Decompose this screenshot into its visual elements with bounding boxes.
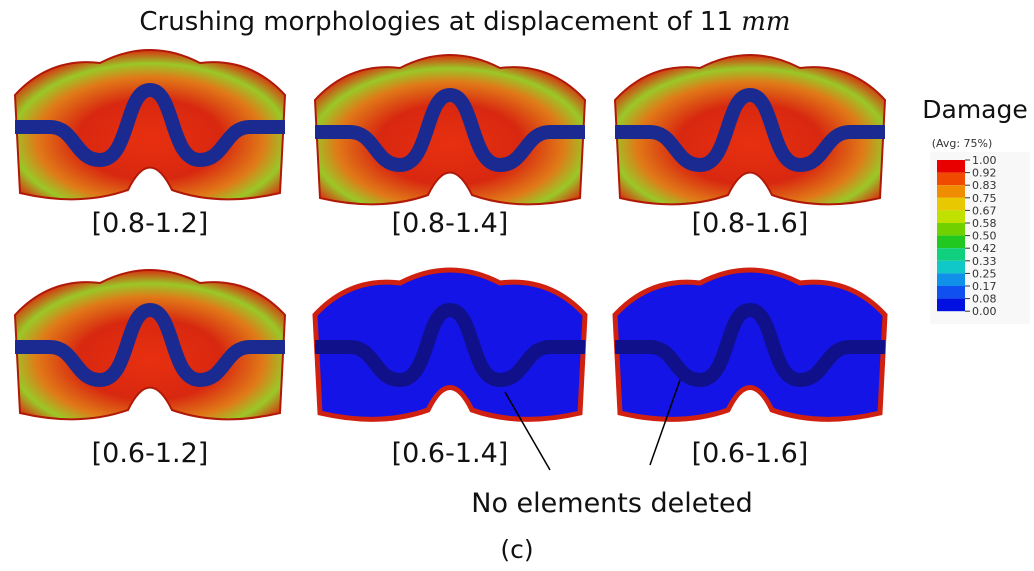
color-band xyxy=(937,248,965,261)
legend-label: 0.58 xyxy=(972,217,997,230)
panels: [0.8-1.2] [0.8-1.4] [0.8-1.6] [0.6-1.2] [0.6… xyxy=(13,49,888,469)
panel-label: [0.8-1.2] xyxy=(92,208,209,239)
color-band xyxy=(937,286,965,299)
color-band xyxy=(937,235,965,249)
tube-body xyxy=(313,54,587,206)
legend-label: 0.25 xyxy=(972,267,997,280)
color-band xyxy=(937,185,965,198)
title-text: Crushing morphologies at displacement of… xyxy=(139,7,733,37)
color-band xyxy=(937,210,965,223)
legend-title: Damage xyxy=(922,95,1028,124)
indenter xyxy=(15,302,285,388)
indenter xyxy=(615,87,885,173)
panel-label: [0.6-1.6] xyxy=(692,438,809,469)
color-band xyxy=(937,160,965,173)
color-band xyxy=(937,260,965,274)
color-band xyxy=(937,197,965,211)
legend-label: 0.08 xyxy=(972,293,997,306)
panel-label: [0.6-1.2] xyxy=(92,438,209,469)
pointer-line xyxy=(649,379,681,466)
legend-label: 0.33 xyxy=(972,255,997,268)
morphology: [0.8-1.2] xyxy=(13,49,287,239)
morphology: [0.6-1.4] xyxy=(312,267,588,469)
caption: (c) xyxy=(500,535,533,564)
color-band xyxy=(937,298,965,312)
legend-label: 0.00 xyxy=(972,305,997,318)
legend-label: 1.00 xyxy=(972,154,997,167)
annotation: No elements deleted xyxy=(471,488,752,519)
color-band xyxy=(937,273,965,286)
legend: Damage (Avg: 75%) 1.000.920.830.750.670.… xyxy=(922,95,1030,324)
title: Crushing morphologies at displacement of… xyxy=(139,7,790,37)
morphology: [0.8-1.6] xyxy=(613,54,887,239)
legend-label: 0.75 xyxy=(972,192,997,205)
indenter xyxy=(615,302,885,388)
panel-label: [0.8-1.4] xyxy=(392,208,509,239)
legend-label: 0.67 xyxy=(972,204,997,217)
tube-body xyxy=(13,269,287,421)
morphology: [0.6-1.6] xyxy=(612,267,888,469)
legend-label: 0.17 xyxy=(972,280,997,293)
legend-label: 0.83 xyxy=(972,179,997,192)
legend-label: 0.92 xyxy=(972,167,997,180)
pointer-line xyxy=(504,391,551,471)
indenter xyxy=(15,82,285,168)
legend-subtitle: (Avg: 75%) xyxy=(932,137,993,150)
panel-label: [0.8-1.6] xyxy=(692,208,809,239)
color-band xyxy=(937,172,965,186)
indenter xyxy=(315,302,585,388)
indenter xyxy=(315,87,585,173)
panel-label: [0.6-1.4] xyxy=(392,438,509,469)
color-band xyxy=(937,223,965,236)
tube-body xyxy=(613,54,887,206)
morphology: [0.6-1.2] xyxy=(13,269,287,469)
title-unit: mm xyxy=(741,7,790,37)
tube-body xyxy=(612,267,888,422)
tube-body xyxy=(13,49,287,201)
legend-label: 0.50 xyxy=(972,230,997,243)
legend-label: 0.42 xyxy=(972,242,997,255)
tube-body xyxy=(312,267,588,422)
morphology: [0.8-1.4] xyxy=(313,54,587,239)
